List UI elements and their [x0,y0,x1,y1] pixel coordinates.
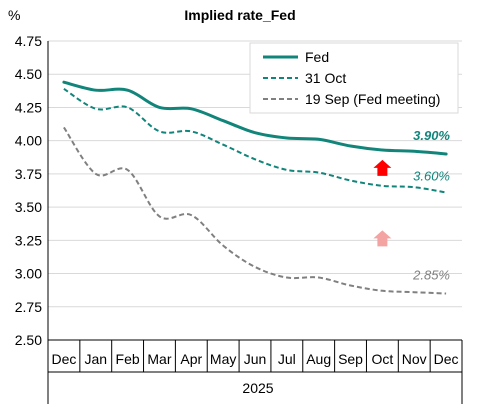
series-line-0 [62,80,448,156]
x-tick-label: Jul [278,351,296,367]
up-arrow-icon [373,230,392,247]
x-tick-label: May [210,351,236,367]
x-tick-label: Dec [434,351,459,367]
legend-label: 19 Sep (Fed meeting) [305,91,440,107]
x-tick-label: Aug [306,351,331,367]
x-tick-label: Nov [402,351,427,367]
chart-title: Implied rate_Fed [184,7,295,23]
legend-label: 31 Oct [305,70,346,86]
series-lines [62,80,448,295]
x-tick-label: Jan [84,351,107,367]
y-tick-label: 4.50 [15,66,42,82]
series-line-2 [63,126,447,295]
legend-box [249,42,459,114]
y-axis-ticks: 2.50 2.75 3.00 3.25 3.50 3.75 4.00 4.25 4.50 4.75 [15,33,42,348]
x-tick-label: Apr [180,351,202,367]
x-tick-label: Oct [371,351,393,367]
series-line-1 [63,87,447,194]
x-axis: Dec Jan Feb Mar Apr May Jun Jul Aug Sep Oct Nov Dec [47,339,463,404]
legend: Fed 31 Oct 19 Sep (Fed meeting) [249,42,459,114]
x-tick-label: Sep [338,351,363,367]
up-arrow-icon [373,159,392,176]
y-tick-label: 2.75 [15,299,42,315]
legend-label: Fed [305,49,329,65]
y-tick-label: 4.75 [15,33,42,49]
y-axis-unit-label: % [8,7,20,23]
x-tick-label: Mar [147,351,171,367]
end-value-annotation: 3.90% [413,128,450,143]
value-annotations: 3.90% 3.60% 2.85% [373,128,450,282]
y-tick-label: 3.00 [15,266,42,282]
x-axis-year-label: 2025 [242,380,273,396]
y-tick-label: 3.50 [15,199,42,215]
y-tick-label: 4.25 [15,99,42,115]
y-tick-label: 3.75 [15,166,42,182]
y-tick-label: 4.00 [15,133,42,149]
x-tick-label: Feb [116,351,140,367]
y-tick-label: 2.50 [15,332,42,348]
end-value-annotation: 2.85% [412,267,450,282]
end-value-annotation: 3.60% [413,168,450,183]
x-tick-label: Jun [244,351,267,367]
x-tick-label: Dec [51,351,76,367]
y-tick-label: 3.25 [15,232,42,248]
